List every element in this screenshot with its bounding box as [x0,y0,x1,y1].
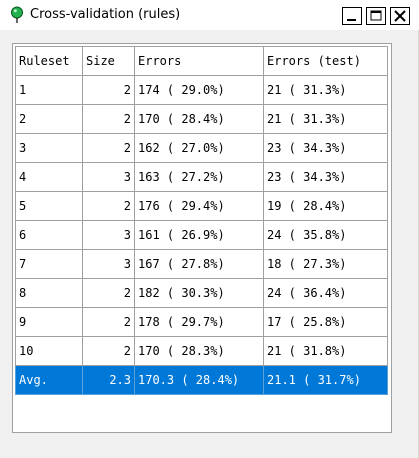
results-grid[interactable]: Ruleset Size Errors Errors (test) 1 2 17… [12,43,392,433]
size-cell[interactable]: 2 [82,278,135,308]
size-cell[interactable]: 3 [82,249,135,279]
errors-cell[interactable]: 167 ( 27.8%) [134,249,264,279]
errors-test-cell[interactable]: 21 ( 31.3%) [263,104,388,134]
table-row[interactable]: 3 2 162 ( 27.0%) 23 ( 34.3%) [15,133,388,163]
ruleset-cell[interactable]: 2 [15,104,83,134]
size-cell[interactable]: 3 [82,162,135,192]
size-cell[interactable]: 2 [82,191,135,221]
errors-test-cell[interactable]: 19 ( 28.4%) [263,191,388,221]
size-cell[interactable]: 2 [82,75,135,105]
size-cell[interactable]: 2 [82,307,135,337]
title-bar[interactable]: Cross-validation (rules) [0,0,419,30]
average-label-cell[interactable]: Avg. [15,365,83,395]
table-row[interactable]: 7 3 167 ( 27.8%) 18 ( 27.3%) [15,249,388,279]
table-row[interactable]: 6 3 161 ( 26.9%) 24 ( 35.8%) [15,220,388,250]
ruleset-cell[interactable]: 5 [15,191,83,221]
size-cell[interactable]: 3 [82,220,135,250]
errors-cell[interactable]: 178 ( 29.7%) [134,307,264,337]
column-header-ruleset[interactable]: Ruleset [15,46,83,76]
close-icon [394,10,406,22]
column-header-errors-test[interactable]: Errors (test) [263,46,388,76]
column-header-errors[interactable]: Errors [134,46,264,76]
errors-test-cell[interactable]: 21 ( 31.8%) [263,336,388,366]
errors-cell[interactable]: 162 ( 27.0%) [134,133,264,163]
errors-test-cell[interactable]: 21 ( 31.3%) [263,75,388,105]
green-balloon-icon [9,6,25,24]
ruleset-cell[interactable]: 1 [15,75,83,105]
minimize-button[interactable] [342,7,362,25]
maximize-icon [370,10,382,21]
ruleset-cell[interactable]: 9 [15,307,83,337]
errors-cell[interactable]: 174 ( 29.0%) [134,75,264,105]
average-errors-test-cell[interactable]: 21.1 ( 31.7%) [263,365,388,395]
errors-test-cell[interactable]: 24 ( 36.4%) [263,278,388,308]
size-cell[interactable]: 2 [82,133,135,163]
errors-cell[interactable]: 163 ( 27.2%) [134,162,264,192]
column-header-size[interactable]: Size [82,46,135,76]
errors-test-cell[interactable]: 23 ( 34.3%) [263,162,388,192]
size-cell[interactable]: 2 [82,104,135,134]
errors-cell[interactable]: 170 ( 28.3%) [134,336,264,366]
average-row[interactable]: Avg. 2.3 170.3 ( 28.4%) 21.1 ( 31.7%) [15,365,388,395]
table-row[interactable]: 4 3 163 ( 27.2%) 23 ( 34.3%) [15,162,388,192]
errors-cell[interactable]: 176 ( 29.4%) [134,191,264,221]
errors-cell[interactable]: 161 ( 26.9%) [134,220,264,250]
ruleset-cell[interactable]: 10 [15,336,83,366]
results-table[interactable]: Ruleset Size Errors Errors (test) 1 2 17… [15,46,388,395]
minimize-icon [347,19,356,21]
table-row[interactable]: 5 2 176 ( 29.4%) 19 ( 28.4%) [15,191,388,221]
table-row[interactable]: 10 2 170 ( 28.3%) 21 ( 31.8%) [15,336,388,366]
average-size-cell[interactable]: 2.3 [82,365,135,395]
table-row[interactable]: 9 2 178 ( 29.7%) 17 ( 25.8%) [15,307,388,337]
errors-cell[interactable]: 182 ( 30.3%) [134,278,264,308]
ruleset-cell[interactable]: 6 [15,220,83,250]
maximize-button[interactable] [366,7,386,25]
errors-test-cell[interactable]: 18 ( 27.3%) [263,249,388,279]
window-title: Cross-validation (rules) [30,7,181,22]
errors-test-cell[interactable]: 23 ( 34.3%) [263,133,388,163]
ruleset-cell[interactable]: 8 [15,278,83,308]
table-row[interactable]: 2 2 170 ( 28.4%) 21 ( 31.3%) [15,104,388,134]
average-errors-cell[interactable]: 170.3 ( 28.4%) [134,365,264,395]
close-button[interactable] [390,7,410,25]
ruleset-cell[interactable]: 3 [15,133,83,163]
table-row[interactable]: 1 2 174 ( 29.0%) 21 ( 31.3%) [15,75,388,105]
size-cell[interactable]: 2 [82,336,135,366]
table-row[interactable]: 8 2 182 ( 30.3%) 24 ( 36.4%) [15,278,388,308]
errors-cell[interactable]: 170 ( 28.4%) [134,104,264,134]
errors-test-cell[interactable]: 17 ( 25.8%) [263,307,388,337]
header-row: Ruleset Size Errors Errors (test) [15,46,388,76]
errors-test-cell[interactable]: 24 ( 35.8%) [263,220,388,250]
ruleset-cell[interactable]: 7 [15,249,83,279]
ruleset-cell[interactable]: 4 [15,162,83,192]
